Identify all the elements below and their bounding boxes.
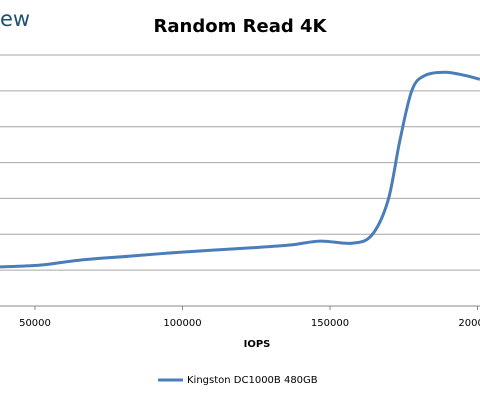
x-tick-label: 50000 xyxy=(19,318,51,329)
x-tick-label: 100000 xyxy=(163,318,201,329)
watermark: ew xyxy=(0,7,30,31)
x-tick-label: 150000 xyxy=(311,318,349,329)
x-tick-label: 200000 xyxy=(458,318,480,329)
data-line xyxy=(0,70,480,269)
x-axis-label: IOPS xyxy=(244,339,271,350)
legend-label: Kingston DC1000B 480GB xyxy=(187,375,318,386)
chart-title: Random Read 4K xyxy=(154,16,328,37)
